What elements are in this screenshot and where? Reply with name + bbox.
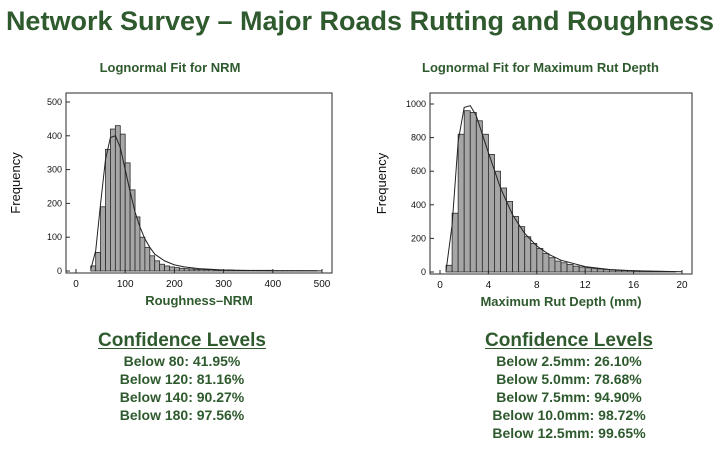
- y-tick-label: 0: [57, 266, 62, 276]
- x-tick-label: 0: [73, 279, 79, 290]
- y-axis-label: Frequency: [374, 152, 389, 214]
- x-axis-label: Roughness–NRM: [145, 293, 253, 308]
- chart-title-rut: Lognormal Fit for Maximum Rut Depth: [422, 60, 659, 75]
- confidence-item: Below 180: 97.56%: [119, 407, 245, 423]
- histogram-bar: [149, 255, 156, 272]
- x-tick-label: 100: [117, 279, 134, 290]
- histogram-bar: [188, 268, 195, 272]
- x-tick-label: 0: [437, 280, 443, 291]
- histogram-bar: [530, 243, 538, 273]
- y-tick-label: 400: [411, 200, 426, 210]
- histogram-bar: [451, 212, 459, 273]
- histogram-bar: [457, 133, 465, 273]
- confidence-block-nrm: Confidence Levels Below 80: 41.95% Below…: [82, 330, 282, 424]
- confidence-item: Below 12.5mm: 99.65%: [492, 425, 646, 441]
- confidence-item: Below 80: 41.95%: [123, 353, 241, 369]
- chart-panel-rut: Lognormal Fit for Maximum Rut Depth 0 4 8 1…: [368, 60, 713, 320]
- y-tick-label: 100: [47, 232, 62, 242]
- x-tick-label: 500: [314, 279, 331, 290]
- histogram-bar: [512, 216, 520, 273]
- plot-frame: [429, 92, 693, 275]
- confidence-item: Below 120: 81.16%: [119, 371, 245, 387]
- histogram-bar: [536, 248, 544, 273]
- x-tick-label: 4: [486, 280, 492, 291]
- confidence-item: Below 5.0mm: 78.68%: [496, 371, 642, 387]
- histogram-bar: [178, 267, 185, 272]
- confidence-item: Below 140: 90.27%: [119, 389, 245, 405]
- x-tick-label: 16: [628, 280, 640, 291]
- y-tick-label: 300: [47, 165, 62, 175]
- y-tick-label: 200: [47, 198, 62, 208]
- histogram-bar: [110, 128, 116, 272]
- confidence-block-rut: Confidence Levels Below 2.5mm: 26.10% Be…: [464, 330, 674, 442]
- histogram-bar: [615, 269, 622, 273]
- x-tick-label: 400: [264, 279, 281, 290]
- histogram-bar: [183, 268, 190, 272]
- chart-title-nrm: Lognormal Fit for NRM: [99, 60, 241, 75]
- histogram-bar: [566, 264, 574, 273]
- histogram-bar: [596, 268, 604, 273]
- histogram-bar: [518, 226, 526, 273]
- confidence-item: Below 10.0mm: 98.72%: [492, 407, 646, 423]
- y-tick-label: 800: [411, 133, 426, 143]
- fit-curve: [90, 135, 323, 272]
- histogram-bar: [554, 260, 562, 273]
- histogram-bar: [542, 253, 550, 273]
- histogram-bar: [463, 110, 471, 273]
- confidence-item: Below 7.5mm: 94.90%: [496, 389, 642, 405]
- histogram-bar: [475, 120, 483, 273]
- histogram-bar: [560, 262, 568, 273]
- y-tick-label: 1000: [406, 99, 426, 109]
- histogram-bar: [173, 267, 180, 272]
- fit-curve: [445, 105, 683, 273]
- confidence-heading-rut: Confidence Levels: [485, 330, 653, 351]
- histogram-bar: [144, 246, 151, 272]
- confidence-heading-nrm: Confidence Levels: [98, 330, 266, 351]
- x-axis-label: Maximum Rut Depth (mm): [480, 294, 641, 309]
- histogram-bar: [572, 265, 580, 273]
- chart-panel-nrm: Lognormal Fit for NRM 0 100 200 300 400 500 0 1…: [0, 60, 340, 320]
- histogram-bar: [100, 206, 106, 272]
- x-tick-label: 12: [580, 280, 592, 291]
- histogram-bar: [203, 269, 210, 272]
- histogram-bar: [198, 268, 205, 272]
- histogram-bar: [548, 257, 556, 273]
- histogram-bar: [193, 268, 200, 272]
- y-tick-label: 400: [47, 131, 62, 141]
- y-tick-label: 600: [411, 166, 426, 176]
- histogram-bar: [469, 112, 477, 273]
- y-tick-label: 500: [47, 97, 62, 107]
- histogram-bar: [105, 148, 111, 272]
- histogram-bar: [159, 263, 165, 272]
- histogram-bar: [95, 252, 102, 272]
- histogram-bar: [119, 133, 126, 272]
- y-axis-label: Frequency: [8, 152, 23, 214]
- histogram-bar: [590, 268, 598, 273]
- chart-nrm: 0 100 200 300 400 500 0 100 200 300 400 500 Roughnes…: [8, 92, 333, 308]
- plot-frame: [65, 92, 333, 274]
- x-tick-label: 8: [534, 280, 540, 291]
- y-tick-label: 0: [421, 267, 426, 277]
- histogram-bar: [114, 125, 121, 272]
- histogram-bar: [481, 133, 489, 273]
- page-title: Network Survey – Major Roads Rutting and…: [5, 6, 715, 36]
- histogram-bar: [578, 266, 586, 273]
- x-tick-label: 20: [676, 280, 688, 291]
- histogram-bar: [584, 267, 592, 273]
- histogram-bar: [139, 236, 146, 272]
- histogram-bar: [488, 154, 495, 273]
- x-tick-label: 200: [166, 279, 183, 290]
- confidence-item: Below 2.5mm: 26.10%: [496, 353, 642, 369]
- y-tick-label: 200: [411, 233, 426, 243]
- histogram-bar: [169, 266, 175, 272]
- histogram-bar: [164, 265, 170, 272]
- x-tick-label: 300: [215, 279, 232, 290]
- histogram-bar: [524, 236, 532, 273]
- histogram-bar: [154, 260, 161, 272]
